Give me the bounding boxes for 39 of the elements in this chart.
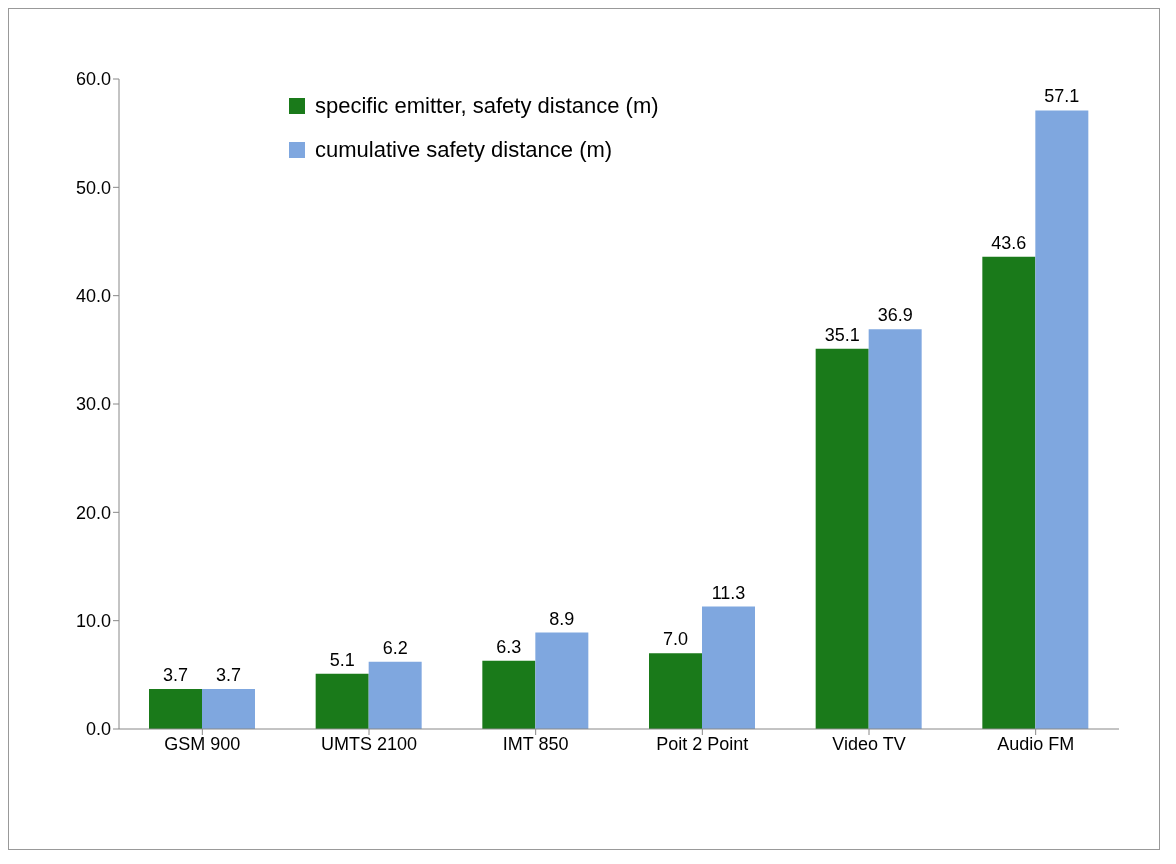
bar bbox=[535, 632, 589, 729]
bar bbox=[868, 329, 922, 729]
data-label: 6.3 bbox=[496, 636, 522, 657]
data-label: 3.7 bbox=[215, 664, 242, 685]
x-tick-label: UMTS 2100 bbox=[320, 733, 418, 754]
bar bbox=[649, 653, 702, 729]
x-tick-label: Poit 2 Point bbox=[656, 733, 749, 754]
y-tick-label: 0.0 bbox=[85, 719, 111, 740]
data-label: 57.1 bbox=[1044, 86, 1080, 107]
x-tick-label: GSM 900 bbox=[164, 733, 241, 754]
bar bbox=[815, 348, 869, 729]
data-label: 6.2 bbox=[382, 637, 408, 658]
data-label: 5.1 bbox=[329, 649, 355, 670]
data-label: 36.9 bbox=[877, 305, 913, 326]
x-tick-label: IMT 850 bbox=[502, 733, 569, 754]
y-tick-label: 40.0 bbox=[75, 286, 111, 307]
x-tick-label: Video TV bbox=[832, 733, 906, 754]
legend-label: specific emitter, safety distance (m) bbox=[315, 93, 659, 119]
y-tick-label: 10.0 bbox=[75, 611, 111, 632]
y-tick-label: 60.0 bbox=[75, 69, 111, 90]
data-label: 8.9 bbox=[549, 608, 575, 629]
bar bbox=[368, 661, 422, 729]
data-label: 35.1 bbox=[824, 324, 860, 345]
bar bbox=[702, 606, 755, 729]
legend-label: cumulative safety distance (m) bbox=[315, 137, 613, 163]
bar bbox=[315, 673, 369, 729]
y-tick-label: 30.0 bbox=[75, 394, 111, 415]
bar bbox=[982, 256, 1036, 729]
bar bbox=[149, 688, 202, 729]
bar bbox=[1035, 110, 1089, 729]
y-tick-label: 20.0 bbox=[75, 502, 111, 523]
data-label: 43.6 bbox=[991, 232, 1027, 253]
bar bbox=[482, 660, 536, 729]
x-tick-label: Audio FM bbox=[997, 733, 1075, 754]
data-label: 7.0 bbox=[662, 629, 689, 650]
data-label: 3.7 bbox=[162, 664, 189, 685]
bar bbox=[202, 688, 255, 729]
y-tick-label: 50.0 bbox=[75, 177, 111, 198]
data-label: 11.3 bbox=[711, 582, 746, 603]
